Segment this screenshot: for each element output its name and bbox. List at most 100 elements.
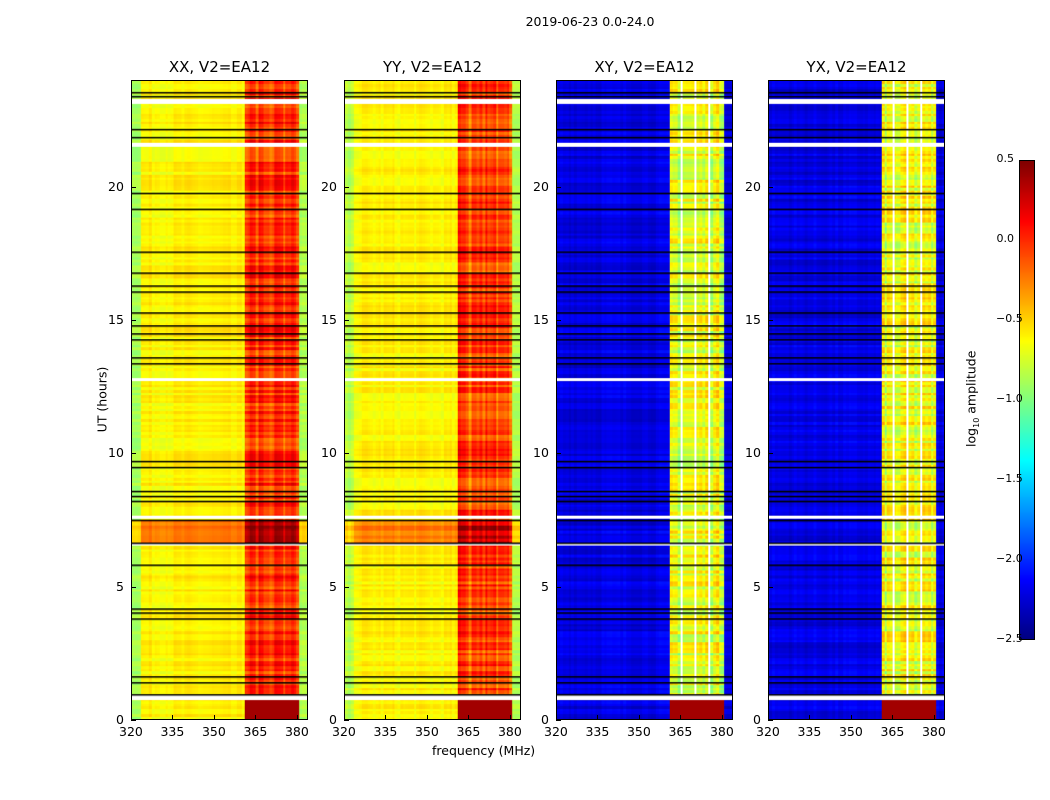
x-tick-mark [509, 715, 511, 720]
heatmap-panel-3 [768, 80, 945, 720]
x-tick-mark [468, 715, 470, 720]
y-tick-label: 20 [108, 178, 124, 194]
x-tick-label: 365 [243, 724, 268, 739]
heatmap-image [769, 81, 944, 719]
x-tick-mark [597, 715, 599, 720]
x-tick-mark [385, 715, 387, 720]
heatmap-panel-1 [344, 80, 521, 720]
x-tick-mark [638, 715, 640, 720]
x-tick-mark [892, 715, 894, 720]
y-tick-label: 15 [745, 312, 761, 327]
x-tick-mark [255, 715, 257, 720]
y-tick-mark [344, 720, 349, 721]
x-tick-label: 320 [756, 724, 780, 739]
y-tick-label: 10 [108, 445, 124, 461]
x-tick-mark [680, 715, 682, 720]
y-tick-label: 5 [753, 578, 761, 594]
y-tick-mark [556, 186, 561, 188]
colorbar-label: log10 amplitude [963, 350, 981, 447]
colorbar-tick-label: −2.5 [996, 632, 1023, 645]
x-tick-label: 350 [201, 724, 226, 739]
x-tick-mark [933, 715, 935, 720]
y-tick-mark [556, 453, 561, 455]
y-tick-mark [131, 320, 136, 321]
y-tick-mark [556, 320, 561, 321]
panel-title: YX, V2=EA12 [806, 58, 907, 76]
y-tick-label: 5 [116, 578, 124, 594]
colorbar-tick-label: 0.0 [996, 232, 1015, 245]
y-tick-mark [131, 186, 136, 188]
y-tick-label: 20 [745, 178, 761, 194]
y-tick-label: 0 [541, 712, 549, 727]
y-tick-mark [131, 720, 136, 721]
y-tick-label: 0 [753, 712, 761, 727]
y-tick-label: 0 [116, 712, 124, 727]
x-tick-label: 380 [921, 724, 946, 739]
y-tick-label: 15 [108, 312, 124, 327]
colorbar-tick-label: −2.0 [996, 552, 1023, 565]
x-tick-label: 350 [414, 724, 439, 739]
figure-title: 2019-06-23 0.0-24.0 [525, 14, 655, 29]
x-tick-mark [296, 715, 298, 720]
colorbar-tick-label: −0.5 [996, 312, 1023, 325]
y-tick-mark [768, 453, 773, 455]
y-tick-label: 10 [533, 445, 549, 461]
x-tick-label: 365 [880, 724, 905, 739]
y-tick-mark [344, 186, 349, 188]
y-tick-mark [768, 586, 773, 588]
x-tick-mark [131, 715, 132, 720]
colorbar [1019, 160, 1035, 640]
heatmap-image [132, 81, 307, 719]
x-tick-label: 365 [456, 724, 481, 739]
y-tick-label: 0 [329, 712, 337, 727]
x-axis-label: frequency (MHz) [432, 743, 536, 758]
x-tick-mark [213, 715, 215, 720]
x-tick-mark [344, 715, 345, 720]
y-tick-mark [344, 586, 349, 588]
x-tick-label: 320 [332, 724, 356, 739]
panel-title: XY, V2=EA12 [594, 58, 695, 76]
heatmap-panel-0 [131, 80, 308, 720]
y-tick-mark [768, 320, 773, 321]
x-tick-mark [809, 715, 811, 720]
y-tick-label: 20 [321, 178, 337, 194]
x-tick-mark [768, 715, 769, 720]
colorbar-tick-label: 0.5 [996, 152, 1015, 165]
x-tick-label: 350 [626, 724, 651, 739]
y-tick-mark [768, 186, 773, 188]
x-tick-label: 335 [373, 724, 398, 739]
y-tick-mark [131, 586, 136, 588]
heatmap-image [345, 81, 520, 719]
y-tick-mark [556, 720, 561, 721]
x-tick-label: 365 [668, 724, 693, 739]
y-tick-mark [556, 586, 561, 588]
x-tick-label: 380 [709, 724, 734, 739]
y-tick-label: 15 [533, 312, 549, 327]
x-tick-mark [721, 715, 723, 720]
x-tick-label: 320 [119, 724, 143, 739]
y-tick-mark [131, 453, 136, 455]
y-tick-mark [344, 320, 349, 321]
panel-title: XX, V2=EA12 [168, 58, 271, 76]
y-tick-label: 10 [745, 445, 761, 461]
x-tick-label: 380 [497, 724, 522, 739]
colorbar-tick-label: −1.5 [996, 472, 1023, 485]
y-tick-mark [768, 720, 773, 721]
y-tick-label: 10 [321, 445, 337, 461]
x-tick-label: 380 [284, 724, 309, 739]
heatmap-image [557, 81, 732, 719]
y-tick-label: 5 [329, 578, 337, 594]
x-tick-mark [556, 715, 557, 720]
panel-title: YY, V2=EA12 [382, 58, 483, 76]
heatmap-panel-2 [556, 80, 733, 720]
y-tick-label: 5 [541, 578, 549, 594]
y-axis-label: UT (hours) [94, 366, 110, 433]
x-tick-label: 320 [544, 724, 568, 739]
colorbar-tick-label: −1.0 [996, 392, 1023, 405]
x-tick-mark [426, 715, 428, 720]
x-tick-mark [172, 715, 174, 720]
y-tick-label: 20 [533, 178, 549, 194]
y-tick-mark [344, 453, 349, 455]
x-tick-label: 335 [797, 724, 822, 739]
